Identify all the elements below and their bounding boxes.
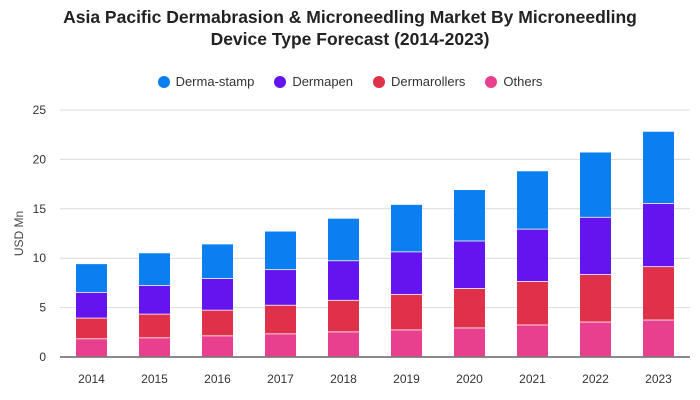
x-tick-label: 2017 [267,372,294,386]
legend-label-dermapen: Dermapen [292,74,354,89]
legend-swatch-dermarollers [373,75,386,88]
axes: 0 5 10 15 20 25 USD Mn 2014 2015 2016 2017 2018 2019… [12,103,672,386]
bar-segment-derma-stamp-2019[interactable] [391,204,422,252]
bar-segment-dermapen-2022[interactable] [580,217,611,275]
bars [76,131,674,357]
x-tick-label: 2019 [393,372,420,386]
bar-segment-dermarollers-2017[interactable] [265,305,296,334]
bar-segment-dermapen-2020[interactable] [454,241,485,289]
bar-segment-others-2018[interactable] [328,332,359,357]
y-tick-label: 15 [33,202,47,216]
legend-label-dermarollers: Dermarollers [391,74,466,89]
chart-title-line-2: Device Type Forecast (2014-2023) [210,29,490,49]
x-tick-label: 2014 [78,372,105,386]
bar-segment-dermarollers-2022[interactable] [580,274,611,322]
legend-item-dermapen[interactable]: Dermapen [274,74,353,89]
bar-segment-dermarollers-2021[interactable] [517,281,548,325]
bar-segment-derma-stamp-2015[interactable] [139,253,170,286]
legend-swatch-derma-stamp [157,75,170,88]
bar-segment-derma-stamp-2022[interactable] [580,152,611,217]
chart-title-line-1: Asia Pacific Dermabrasion & Microneedlin… [63,7,637,27]
legend-item-dermarollers[interactable]: Dermarollers [373,74,465,89]
y-tick-label: 10 [33,251,47,265]
y-tick-label: 25 [33,103,47,117]
y-tick-label: 5 [39,301,46,315]
legend-label-derma-stamp: Derma-stamp [175,74,255,89]
legend-item-others[interactable]: Others [485,74,542,89]
x-tick-label: 2020 [456,372,483,386]
bar-segment-dermarollers-2019[interactable] [391,294,422,330]
bar-segment-dermapen-2017[interactable] [265,270,296,305]
bar-segment-others-2017[interactable] [265,334,296,357]
y-axis-label: USD Mn [12,211,26,256]
bar-segment-dermapen-2016[interactable] [202,278,233,310]
x-tick-label: 2022 [582,372,609,386]
bar-segment-others-2014[interactable] [76,339,107,357]
x-tick-label: 2018 [330,372,357,386]
bar-segment-derma-stamp-2017[interactable] [265,231,296,270]
bar-segment-dermapen-2015[interactable] [139,285,170,314]
bar-segment-dermapen-2021[interactable] [517,229,548,282]
chart-legend: Derma-stamp Dermapen Dermarollers Others [0,74,700,89]
chart-title: Asia Pacific Dermabrasion & Microneedlin… [0,6,700,50]
bar-segment-derma-stamp-2014[interactable] [76,264,107,292]
bar-segment-derma-stamp-2016[interactable] [202,244,233,279]
bar-segment-others-2021[interactable] [517,325,548,357]
x-tick-label: 2016 [204,372,231,386]
bar-segment-derma-stamp-2023[interactable] [643,131,674,204]
bar-segment-dermarollers-2023[interactable] [643,267,674,320]
bar-segment-derma-stamp-2018[interactable] [328,218,359,261]
legend-swatch-others [485,75,498,88]
bar-segment-dermapen-2023[interactable] [643,203,674,267]
x-tick-label: 2015 [141,372,168,386]
bar-segment-dermarollers-2016[interactable] [202,310,233,336]
bar-segment-others-2023[interactable] [643,320,674,357]
y-tick-label: 0 [39,350,46,364]
bar-segment-dermarollers-2018[interactable] [328,300,359,332]
legend-swatch-dermapen [274,75,287,88]
bar-segment-others-2016[interactable] [202,336,233,357]
bar-segment-dermarollers-2014[interactable] [76,318,107,339]
bar-segment-dermapen-2014[interactable] [76,292,107,318]
legend-label-others: Others [503,74,543,89]
bar-segment-others-2019[interactable] [391,330,422,357]
bar-segment-dermarollers-2020[interactable] [454,288,485,328]
bar-segment-dermarollers-2015[interactable] [139,314,170,338]
x-tick-label: 2023 [645,372,672,386]
bar-segment-derma-stamp-2020[interactable] [454,190,485,241]
bar-segment-dermapen-2019[interactable] [391,252,422,294]
bar-segment-others-2020[interactable] [454,328,485,357]
x-tick-label: 2021 [519,372,546,386]
bar-segment-others-2022[interactable] [580,322,611,357]
bar-segment-derma-stamp-2021[interactable] [517,171,548,229]
legend-item-derma-stamp[interactable]: Derma-stamp [157,74,255,89]
bar-segment-others-2015[interactable] [139,338,170,357]
bar-segment-dermapen-2018[interactable] [328,261,359,300]
y-tick-label: 20 [33,152,47,166]
